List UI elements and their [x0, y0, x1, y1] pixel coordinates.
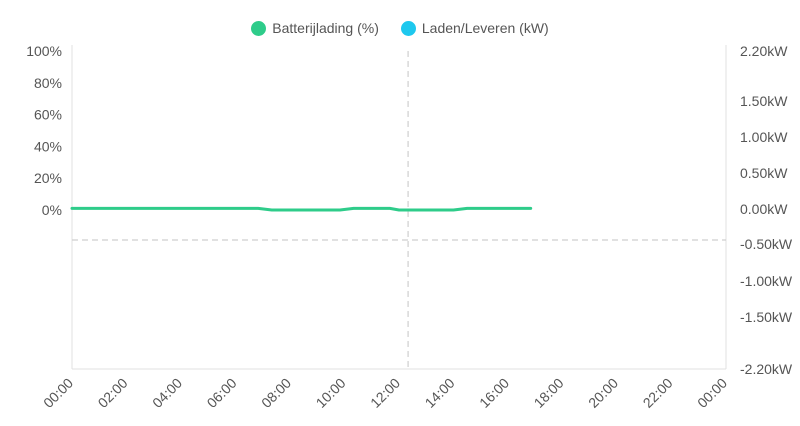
x-tick-label: 10:00 — [313, 375, 349, 411]
y-right-tick-label: -0.50kW — [740, 236, 793, 252]
x-tick-label: 06:00 — [204, 375, 240, 411]
y-right-tick-label: -1.50kW — [740, 309, 793, 325]
series-line-battery — [70, 206, 533, 212]
x-tick-label: 20:00 — [585, 375, 621, 411]
y-right-tick-label: 1.00kW — [740, 129, 788, 145]
chart-legend: Batterijlading (%) Laden/Leveren (kW) — [0, 20, 800, 36]
y-left-tick-label: 20% — [34, 170, 62, 186]
y-right-tick-label: 2.20kW — [740, 43, 788, 59]
y-right-tick-label: -2.20kW — [740, 361, 793, 377]
y-left-tick-label: 80% — [34, 75, 62, 91]
y-right-tick-label: -1.00kW — [740, 273, 793, 289]
legend-item-power[interactable]: Laden/Leveren (kW) — [400, 20, 549, 36]
y-right-tick-label: 0.50kW — [740, 165, 788, 181]
y-right-tick-label: 0.00kW — [740, 201, 788, 217]
legend-dot-power — [400, 20, 416, 36]
x-tick-label: 08:00 — [258, 375, 294, 411]
y-right-tick-label: 1.50kW — [740, 93, 788, 109]
x-tick-label: 12:00 — [367, 375, 403, 411]
legend-label-battery: Batterijlading (%) — [272, 20, 379, 36]
legend-item-battery[interactable]: Batterijlading (%) — [251, 20, 379, 36]
x-tick-label: 14:00 — [422, 375, 458, 411]
y-left-tick-label: 100% — [26, 43, 62, 59]
x-tick-label: 04:00 — [149, 375, 185, 411]
y-left-tick-label: 40% — [34, 138, 62, 154]
x-tick-label: 00:00 — [694, 375, 730, 411]
legend-label-power: Laden/Leveren (kW) — [421, 20, 549, 36]
x-tick-label: 02:00 — [95, 375, 131, 411]
x-tick-label: 16:00 — [476, 375, 512, 411]
y-left-tick-label: 60% — [34, 107, 62, 123]
y-left-tick-label: 0% — [42, 202, 62, 218]
legend-dot-battery — [251, 20, 267, 36]
x-tick-label: 22:00 — [640, 375, 676, 411]
x-tick-label: 00:00 — [40, 375, 76, 411]
x-tick-label: 18:00 — [531, 375, 567, 411]
